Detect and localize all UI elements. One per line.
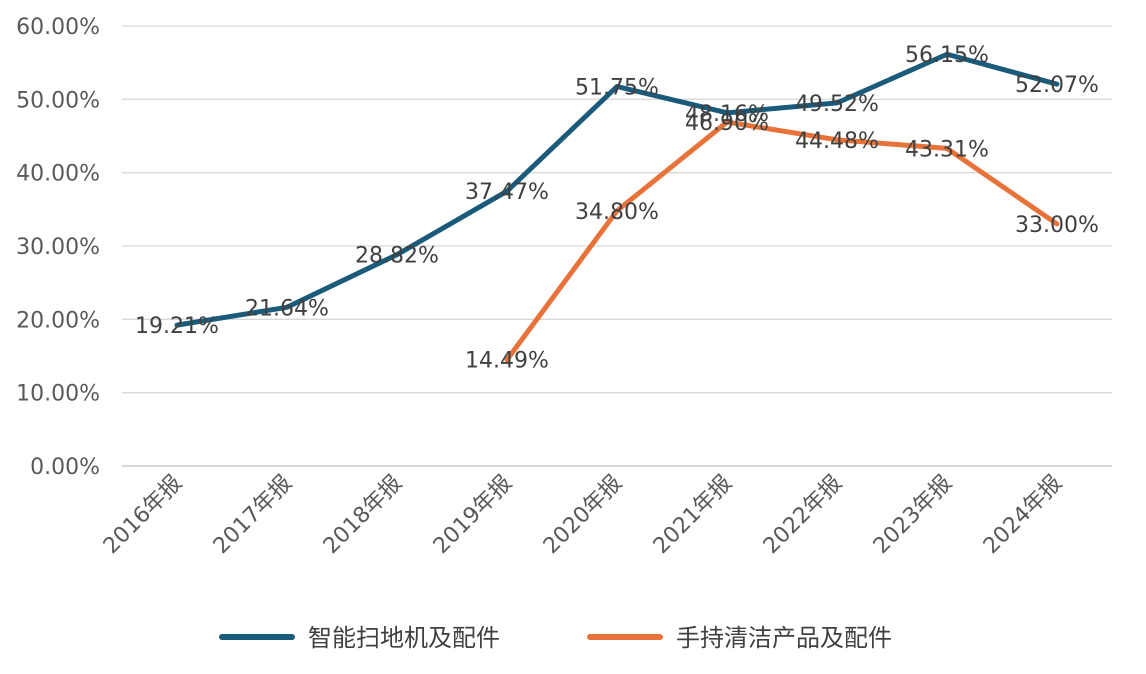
data-label: 46.90% [685,111,769,136]
series-line-2 [504,119,1060,363]
x-tick-label: 2016年报 [99,471,187,559]
y-tick-label: 50.00% [16,88,100,113]
data-label: 14.49% [465,349,549,374]
legend-label-1: 智能扫地机及配件 [308,624,500,652]
data-label: 49.52% [795,92,879,117]
data-label: 34.80% [575,200,659,225]
data-label: 48.16% [685,102,769,127]
x-tick-label: 2023年报 [869,471,957,559]
x-tick-label: 2022年报 [759,471,847,559]
x-tick-label: 2017年报 [209,471,297,559]
data-label: 19.21% [135,314,219,339]
data-label: 44.48% [795,129,879,154]
x-axis-ticks: 2016年报 2017年报 2018年报 2019年报 2020年报 2021年报 2022… [99,471,1067,559]
data-label: 33.00% [1015,213,1099,238]
data-label: 43.31% [905,137,989,162]
x-tick-label: 2019年报 [429,471,517,559]
y-tick-label: 60.00% [16,15,100,40]
y-tick-label: 30.00% [16,235,100,260]
data-label: 51.75% [575,76,659,101]
data-label: 21.64% [245,296,329,321]
x-tick-label: 2024年报 [979,471,1067,559]
data-label: 56.15% [905,43,989,68]
y-tick-label: 40.00% [16,162,100,187]
series-lines [174,51,1060,363]
data-label: 28.82% [355,244,439,269]
legend: 智能扫地机及配件 手持清洁产品及配件 [219,624,892,652]
legend-label-2: 手持清洁产品及配件 [676,624,892,652]
series-line-1 [174,51,1060,328]
y-tick-label: 20.00% [16,308,100,333]
y-tick-label: 0.00% [30,455,100,480]
y-axis-ticks: 0.00% 10.00% 20.00% 30.00% 40.00% 50.00% 60.00… [16,15,100,480]
y-tick-label: 10.00% [16,382,100,407]
x-tick-label: 2020年报 [539,471,627,559]
gridlines [122,25,1112,467]
data-label: 37.47% [465,180,549,205]
data-label: 52.07% [1015,73,1099,98]
x-tick-label: 2018年报 [319,471,407,559]
x-tick-label: 2021年报 [649,471,737,559]
data-labels: 19.21% 21.64% 28.82% 37.47% 51.75% 48.16% 49.5… [135,43,1099,374]
